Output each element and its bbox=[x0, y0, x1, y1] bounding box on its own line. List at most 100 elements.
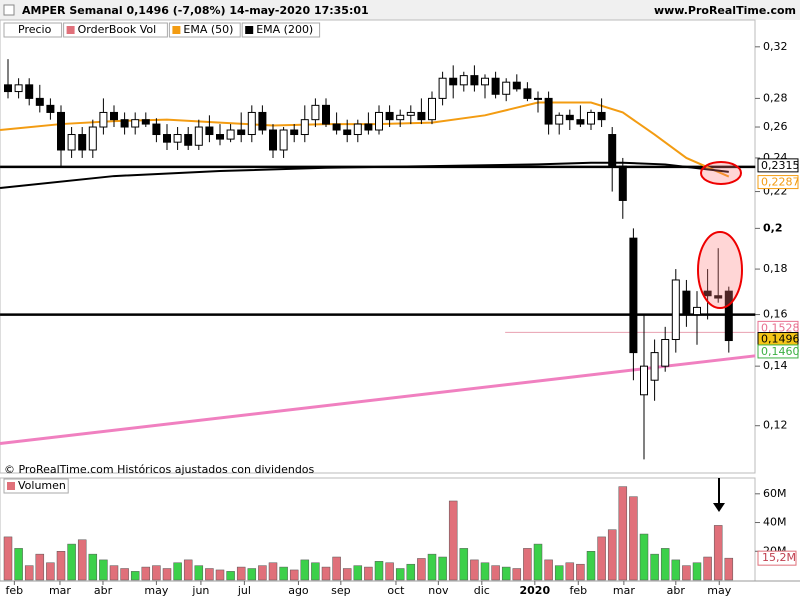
volume-bar bbox=[427, 553, 437, 581]
candle-body bbox=[406, 111, 415, 116]
volume-bar bbox=[629, 496, 638, 581]
volume-bar bbox=[417, 558, 426, 581]
candle-body bbox=[661, 339, 670, 367]
legend-label: EMA (50) bbox=[183, 23, 233, 36]
x-tick-label: abr bbox=[94, 584, 113, 597]
x-tick-label: ago bbox=[288, 584, 309, 597]
x-tick-label: nov bbox=[428, 584, 449, 597]
candle-body bbox=[78, 134, 87, 151]
candle-body bbox=[629, 237, 638, 354]
volume-bar bbox=[353, 565, 363, 581]
ema-line bbox=[0, 161, 729, 190]
price-label: 0,1460 bbox=[761, 345, 800, 358]
volume-bar bbox=[205, 568, 214, 581]
volume-bar bbox=[713, 525, 723, 581]
volume-bar bbox=[300, 559, 310, 581]
volume-bar bbox=[639, 533, 649, 581]
volume-bar bbox=[226, 571, 235, 581]
volume-bar bbox=[88, 553, 98, 581]
volume-bar bbox=[236, 566, 246, 581]
legend-label: EMA (200) bbox=[256, 23, 313, 36]
candle-body bbox=[184, 134, 193, 146]
legend-swatch bbox=[172, 26, 181, 34]
x-tick-label: sep bbox=[331, 584, 350, 597]
candle-body bbox=[438, 77, 447, 99]
candle-body bbox=[491, 77, 500, 95]
candle-body bbox=[375, 111, 383, 131]
volume-bar bbox=[650, 553, 659, 581]
candle-body bbox=[332, 123, 341, 131]
volume-bar bbox=[268, 562, 278, 581]
y-tick-label: 0,16 bbox=[763, 308, 788, 321]
legend-box bbox=[3, 478, 69, 494]
candle-body bbox=[396, 114, 405, 121]
y-tick-label: 0,2 bbox=[763, 221, 783, 234]
volume-bar bbox=[173, 562, 182, 581]
candle-body bbox=[650, 352, 659, 381]
candle-body bbox=[385, 111, 394, 121]
candle-body bbox=[714, 295, 723, 299]
candle-body bbox=[173, 134, 182, 143]
legend-label: OrderBook Vol bbox=[78, 23, 157, 36]
volume-bar bbox=[162, 568, 172, 581]
ema-line bbox=[0, 101, 730, 178]
volume-bar bbox=[35, 553, 45, 581]
candle-body bbox=[523, 88, 532, 99]
candle-body bbox=[502, 81, 511, 95]
volume-bar bbox=[533, 543, 543, 581]
volume-bar bbox=[565, 562, 575, 581]
arrow-head bbox=[713, 503, 725, 512]
candle-body bbox=[290, 129, 299, 136]
candle-body bbox=[279, 129, 288, 151]
candle-body bbox=[141, 119, 150, 125]
volume-bar bbox=[332, 556, 341, 581]
price-label-box bbox=[757, 158, 799, 173]
x-tick-label: feb bbox=[6, 584, 24, 597]
y-tick-label: 60M bbox=[763, 487, 787, 500]
legend-box bbox=[63, 22, 168, 38]
volume-bar bbox=[67, 543, 76, 581]
volume-bar bbox=[406, 563, 416, 581]
volume-bar bbox=[692, 562, 702, 581]
legend-box bbox=[241, 22, 321, 38]
candle-body bbox=[724, 290, 733, 342]
candle-body bbox=[555, 114, 564, 125]
candle-body bbox=[417, 111, 426, 121]
candle-body bbox=[25, 84, 34, 99]
candle-body bbox=[470, 75, 479, 86]
footnote: © ProRealTime.com Históricos ajustados c… bbox=[4, 463, 315, 476]
candle-body bbox=[703, 290, 712, 297]
legend-swatch bbox=[66, 26, 75, 34]
y-tick-label: 0,12 bbox=[763, 419, 788, 432]
candle-body bbox=[618, 165, 627, 201]
collapse-button[interactable] bbox=[3, 4, 15, 16]
x-tick-label: 2020 bbox=[520, 584, 551, 597]
candle-body bbox=[671, 279, 680, 341]
legend-box bbox=[168, 22, 241, 38]
site: www.ProRealTime.com bbox=[654, 4, 796, 17]
price-label: 0,1528 bbox=[761, 321, 800, 334]
volume-bar bbox=[279, 566, 288, 581]
volume-bar bbox=[703, 556, 712, 581]
trendline bbox=[0, 354, 756, 445]
legend-box bbox=[3, 22, 63, 38]
volume-bar bbox=[215, 569, 225, 581]
x-tick-label: may bbox=[707, 584, 731, 597]
candle-body bbox=[163, 134, 171, 143]
volume-bar bbox=[342, 568, 352, 581]
volume-bar bbox=[385, 562, 394, 581]
candle-body bbox=[682, 290, 691, 316]
volume-bar bbox=[56, 551, 66, 581]
volume-bar bbox=[438, 556, 447, 581]
candle-body bbox=[640, 365, 648, 396]
candle-body bbox=[364, 123, 373, 131]
y-tick-label: 0,18 bbox=[763, 262, 788, 275]
candle-body bbox=[194, 126, 203, 146]
volume-bar bbox=[364, 566, 373, 581]
volume-bar bbox=[597, 536, 606, 581]
highlight bbox=[700, 161, 742, 185]
candle-body bbox=[300, 119, 309, 136]
volume-bar bbox=[99, 559, 108, 581]
x-tick-label: mar bbox=[613, 584, 635, 597]
